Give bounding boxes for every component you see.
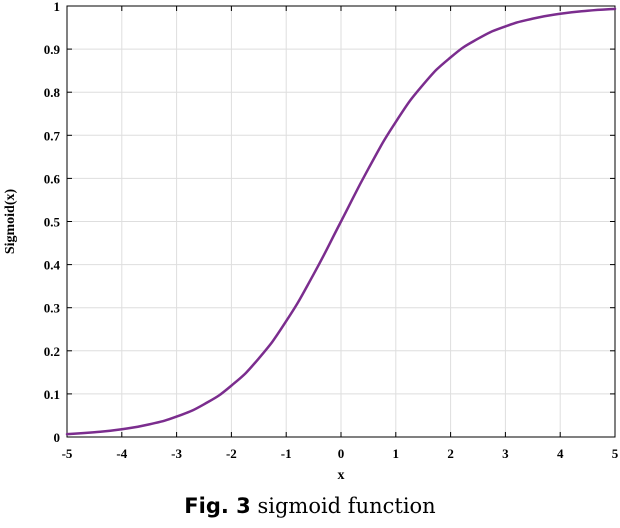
x-tick-label-9: 4	[557, 446, 564, 461]
y-tick-label-5: 0.5	[44, 215, 61, 230]
y-tick-label-9: 0.9	[44, 42, 61, 57]
x-tick-label-1: -4	[116, 446, 127, 461]
y-tick-label-3: 0.3	[44, 301, 61, 316]
x-tick-label-7: 2	[447, 446, 454, 461]
x-tick-label-0: -5	[62, 446, 73, 461]
y-tick-label-7: 0.7	[44, 128, 61, 143]
x-tick-label-8: 3	[502, 446, 509, 461]
y-tick-label-6: 0.6	[44, 171, 61, 186]
x-tick-label-5: 0	[338, 446, 345, 461]
caption-label: Fig. 3	[184, 494, 251, 518]
series-line-0	[65, 7, 617, 436]
x-tick-label-4: -1	[281, 446, 292, 461]
x-axis-label: x	[338, 468, 345, 483]
y-tick-label-2: 0.2	[44, 344, 60, 359]
caption-text: sigmoid function	[257, 494, 436, 518]
x-tick-label-3: -2	[226, 446, 237, 461]
x-tick-label-6: 1	[393, 446, 400, 461]
y-tick-label-1: 0.1	[44, 387, 60, 402]
y-tick-label-4: 0.4	[44, 258, 61, 273]
y-axis-label: Sigmoid(x)	[3, 188, 18, 254]
sigmoid-chart: -5 -4 -3 -2 -1 0 1 2 3 4 5 0 0.1 0.2 0.3 0.4 0.5 0.6 0.7 0.…	[3, 0, 619, 483]
figure-caption: Fig. 3 sigmoid function	[0, 494, 620, 518]
x-tick-label-2: -3	[171, 446, 182, 461]
axis-ticks: -5 -4 -3 -2 -1 0 1 2 3 4 5 0 0.1 0.2 0.3 0.4 0.5 0.6 0.7 0.…	[44, 0, 619, 461]
y-tick-label-0: 0	[54, 430, 61, 445]
y-tick-label-10: 1	[54, 0, 61, 14]
y-tick-label-8: 0.8	[44, 85, 61, 100]
series-layer	[65, 7, 617, 436]
x-tick-label-10: 5	[612, 446, 619, 461]
